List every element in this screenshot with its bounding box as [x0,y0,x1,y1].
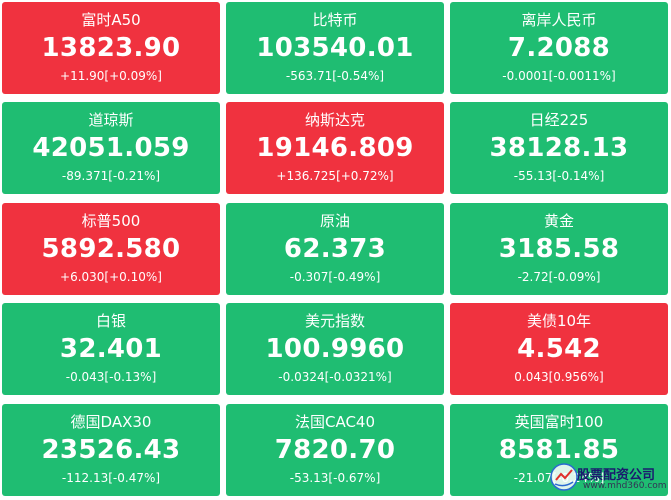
quote-tile-dow-jones[interactable]: 道琼斯 42051.059 -89.371[-0.21%] [2,102,220,194]
quote-price: 7820.70 [274,435,396,465]
quote-change: -0.0324[-0.0321%] [278,370,392,384]
quote-name: 黄金 [543,212,574,230]
quote-name: 离岸人民币 [521,11,597,29]
quote-name: 法国CAC40 [294,413,376,431]
quote-price: 103540.01 [256,33,414,63]
quote-tile-us-10y-treasury[interactable]: 美债10年 4.542 0.043[0.956%] [450,303,668,395]
site-watermark: 股票配资公司 www.mhd360.com [549,458,667,498]
quote-price: 42051.059 [32,133,190,163]
quote-price: 62.373 [283,234,387,264]
quote-name: 原油 [319,212,350,230]
quote-price: 13823.90 [41,33,181,63]
quote-change: 0.043[0.956%] [514,370,604,384]
quote-tile-nasdaq[interactable]: 纳斯达克 19146.809 +136.725[+0.72%] [226,102,444,194]
quote-change: +136.725[+0.72%] [276,169,394,183]
quote-name: 美债10年 [526,312,592,330]
quote-tile-a50[interactable]: 富时A50 13823.90 +11.90[+0.09%] [2,2,220,94]
watermark-title: 股票配资公司 [577,468,656,483]
quote-change: -0.043[-0.13%] [65,370,157,384]
quote-price: 32.401 [59,334,163,364]
quote-change: -0.0001[-0.0011%] [502,69,616,83]
quote-name: 日经225 [529,111,589,129]
quote-change: -2.72[-0.09%] [517,270,601,284]
quote-change: +11.90[+0.09%] [60,69,162,83]
quote-price: 8581.85 [498,435,620,465]
quote-price: 19146.809 [256,133,414,163]
quote-change: -563.71[-0.54%] [285,69,385,83]
quote-name: 富时A50 [81,11,141,29]
quote-name: 标普500 [81,212,141,230]
quote-tile-crude-oil[interactable]: 原油 62.373 -0.307[-0.49%] [226,203,444,295]
quote-change: -0.307[-0.49%] [289,270,381,284]
quote-price: 3185.58 [498,234,620,264]
quote-tile-cnh[interactable]: 离岸人民币 7.2088 -0.0001[-0.0011%] [450,2,668,94]
quote-price: 100.9960 [265,334,405,364]
quote-tile-dax30[interactable]: 德国DAX30 23526.43 -112.13[-0.47%] [2,404,220,496]
quote-price: 7.2088 [507,33,611,63]
watermark-logo-icon [550,463,578,491]
quote-tile-gold[interactable]: 黄金 3185.58 -2.72[-0.09%] [450,203,668,295]
quote-name: 白银 [95,312,126,330]
quote-tile-silver[interactable]: 白银 32.401 -0.043[-0.13%] [2,303,220,395]
quote-tile-dollar-index[interactable]: 美元指数 100.9960 -0.0324[-0.0321%] [226,303,444,395]
quote-name: 道琼斯 [88,111,134,129]
quote-tile-bitcoin[interactable]: 比特币 103540.01 -563.71[-0.54%] [226,2,444,94]
quote-price: 4.542 [517,334,601,364]
quote-name: 比特币 [312,11,358,29]
quote-name: 纳斯达克 [304,111,365,129]
quote-tile-sp500[interactable]: 标普500 5892.580 +6.030[+0.10%] [2,203,220,295]
quote-tile-nikkei[interactable]: 日经225 38128.13 -55.13[-0.14%] [450,102,668,194]
quote-change: -55.13[-0.14%] [513,169,605,183]
quote-price: 38128.13 [489,133,629,163]
quote-name: 美元指数 [304,312,365,330]
quote-change: +6.030[+0.10%] [60,270,162,284]
quote-price: 5892.580 [41,234,181,264]
quote-name: 英国富时100 [514,413,604,431]
quote-tile-cac40[interactable]: 法国CAC40 7820.70 -53.13[-0.67%] [226,404,444,496]
quote-name: 德国DAX30 [70,413,152,431]
quote-price: 23526.43 [41,435,181,465]
quote-change: -112.13[-0.47%] [61,471,161,485]
quote-change: -53.13[-0.67%] [289,471,381,485]
watermark-url: www.mhd360.com [583,481,667,491]
quote-change: -89.371[-0.21%] [61,169,161,183]
